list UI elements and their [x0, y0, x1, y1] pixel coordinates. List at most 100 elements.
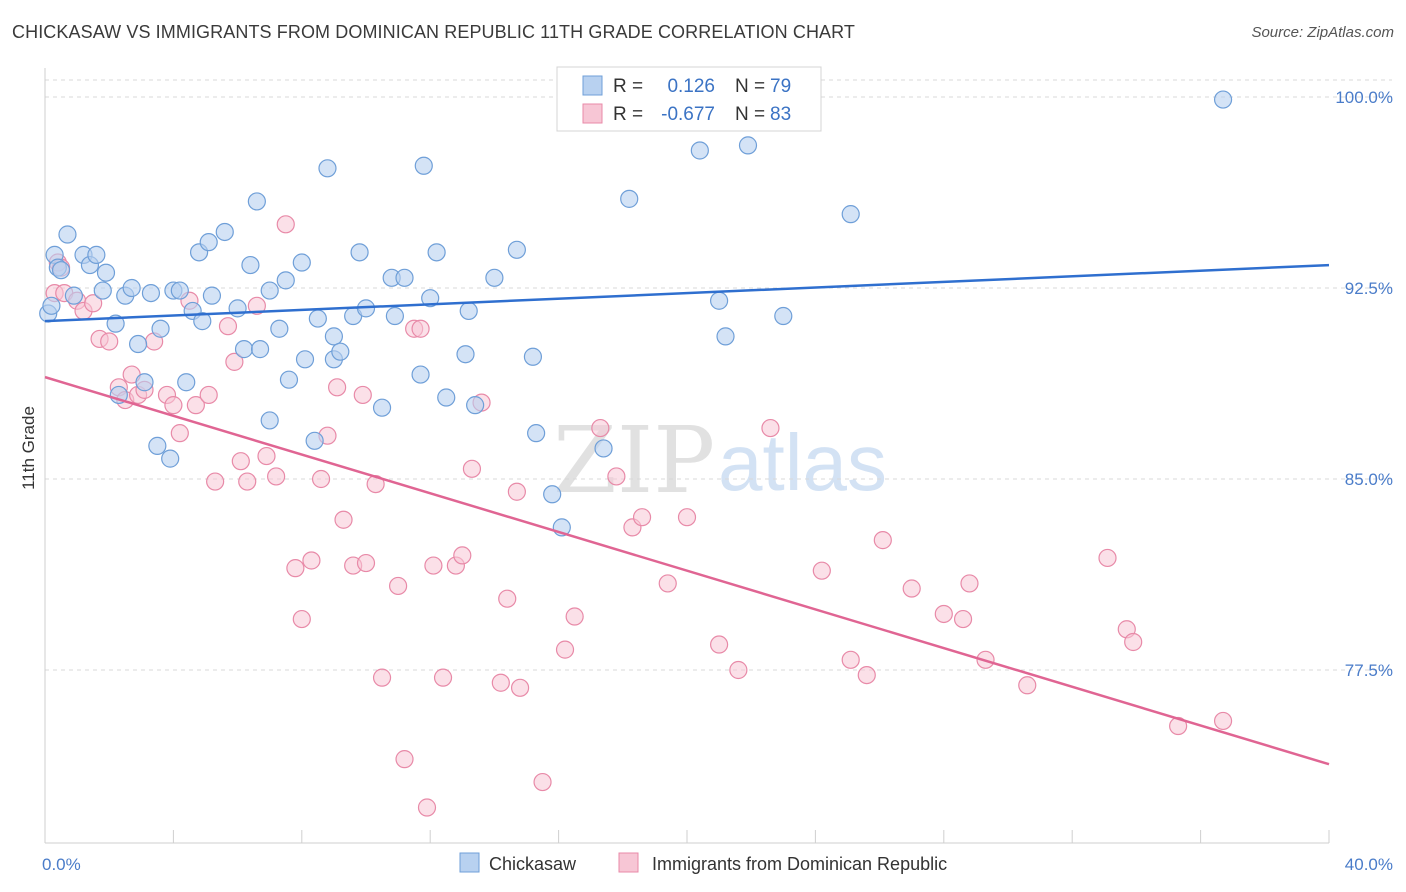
legend-r-label-1: R =	[613, 76, 643, 97]
bottom-legend-dominican: Immigrants from Dominican Republic	[652, 854, 947, 874]
point-chickasaw	[241, 255, 260, 275]
point-chickasaw	[51, 261, 71, 280]
point-chickasaw	[260, 411, 279, 430]
point-dominican	[507, 482, 526, 501]
watermark: ZIP atlas	[553, 407, 887, 514]
point-chickasaw	[170, 281, 189, 300]
point-chickasaw	[96, 263, 116, 282]
point-chickasaw	[324, 327, 343, 346]
series-dominican-points	[45, 215, 1233, 817]
source-credit: Source: ZipAtlas.com	[1251, 24, 1394, 41]
legend-swatch-chickasaw	[582, 75, 603, 96]
point-chickasaw	[247, 192, 266, 211]
point-chickasaw	[716, 327, 735, 346]
point-chickasaw	[350, 243, 369, 262]
point-dominican	[276, 215, 295, 234]
point-chickasaw	[135, 373, 154, 392]
point-chickasaw	[1213, 90, 1233, 109]
point-dominican	[658, 574, 677, 593]
point-dominican	[462, 459, 482, 478]
point-dominican	[510, 678, 530, 697]
watermark-zip: ZIP	[553, 407, 715, 514]
point-chickasaw	[279, 370, 299, 389]
point-dominican	[231, 452, 250, 471]
point-chickasaw	[385, 306, 404, 326]
y-tick-labels: 77.5% 85.0% 92.5% 100.0%	[1335, 88, 1393, 680]
point-dominican	[857, 665, 876, 685]
chart-title: CHICKASAW VS IMMIGRANTS FROM DOMINICAN R…	[12, 22, 856, 42]
point-chickasaw	[421, 289, 440, 308]
point-dominican	[328, 378, 347, 397]
point-chickasaw	[193, 312, 212, 331]
trend-line-chickasaw	[44, 263, 1330, 323]
point-chickasaw	[372, 398, 392, 417]
point-dominican	[84, 294, 103, 313]
point-dominican	[873, 531, 892, 550]
point-chickasaw	[148, 436, 167, 455]
point-chickasaw	[42, 296, 61, 315]
point-dominican	[1018, 676, 1037, 695]
x-tick-label: 0.0%	[42, 855, 81, 874]
point-chickasaw	[234, 340, 254, 359]
point-dominican	[395, 750, 414, 769]
point-dominican	[267, 467, 286, 486]
legend-n-value-2: 83	[770, 104, 791, 125]
point-chickasaw	[594, 439, 613, 458]
point-dominican	[311, 469, 331, 489]
point-chickasaw	[122, 278, 141, 298]
point-dominican	[247, 296, 266, 315]
point-dominican	[334, 510, 353, 529]
point-dominican	[100, 332, 119, 351]
point-dominican	[565, 607, 584, 626]
point-dominican	[607, 467, 626, 486]
axes	[44, 68, 1330, 844]
point-chickasaw	[543, 485, 562, 504]
point-chickasaw	[485, 268, 504, 287]
point-chickasaw	[709, 291, 729, 310]
legend-swatch-dominican	[582, 103, 603, 124]
y-tick-label: 100.0%	[1335, 88, 1393, 107]
point-chickasaw	[774, 306, 793, 326]
trend-line-dominican	[44, 375, 1330, 766]
point-dominican	[1213, 711, 1233, 731]
legend-r-value-2: -0.677	[661, 104, 715, 125]
point-dominican	[960, 574, 979, 593]
point-dominican	[218, 317, 238, 336]
point-dominican	[199, 385, 218, 405]
point-chickasaw	[215, 222, 234, 242]
point-dominican	[238, 472, 257, 491]
point-dominican	[453, 546, 472, 565]
point-dominican	[302, 551, 321, 570]
x-tick-label: 40.0%	[1345, 855, 1393, 874]
y-axis-label: 11th Grade	[19, 406, 38, 490]
point-dominican	[498, 589, 517, 608]
point-dominican	[902, 579, 921, 598]
point-chickasaw	[276, 271, 295, 290]
point-dominican	[164, 396, 183, 415]
y-tick-label: 92.5%	[1345, 279, 1393, 298]
point-chickasaw	[507, 240, 526, 259]
point-dominican	[225, 352, 244, 371]
watermark-atlas: atlas	[718, 418, 887, 507]
point-chickasaw	[527, 424, 546, 443]
point-chickasaw	[414, 156, 433, 175]
point-dominican	[729, 660, 748, 680]
point-dominican	[292, 609, 311, 629]
bottom-legend-swatch-dominican	[618, 852, 639, 873]
bottom-legend: Chickasaw Immigrants from Dominican Repu…	[459, 852, 947, 874]
point-dominican	[1098, 548, 1117, 568]
point-chickasaw	[395, 268, 414, 287]
y-tick-label: 77.5%	[1345, 661, 1393, 680]
legend-n-label-1: N =	[735, 76, 765, 97]
point-chickasaw	[738, 136, 758, 155]
point-dominican	[411, 319, 430, 338]
point-dominican	[424, 556, 443, 575]
point-chickasaw	[620, 189, 639, 208]
point-chickasaw	[151, 319, 170, 338]
point-chickasaw	[161, 449, 180, 468]
point-chickasaw	[411, 365, 430, 384]
series-chickasaw-points	[39, 90, 1233, 537]
point-dominican	[812, 561, 831, 580]
point-chickasaw	[690, 141, 709, 160]
